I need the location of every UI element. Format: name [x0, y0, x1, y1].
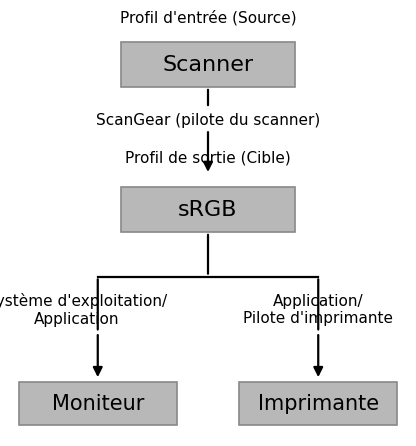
FancyBboxPatch shape	[121, 42, 295, 87]
Text: sRGB: sRGB	[178, 200, 238, 219]
FancyBboxPatch shape	[121, 187, 295, 232]
Text: Système d'exploitation/
Application: Système d'exploitation/ Application	[0, 293, 168, 326]
FancyBboxPatch shape	[239, 382, 397, 425]
FancyBboxPatch shape	[19, 382, 177, 425]
Text: Profil de sortie (Cible): Profil de sortie (Cible)	[125, 151, 291, 166]
Text: Profil d'entrée (Source): Profil d'entrée (Source)	[120, 10, 296, 25]
Text: Scanner: Scanner	[162, 55, 254, 74]
Text: Imprimante: Imprimante	[258, 394, 379, 413]
Text: ScanGear (pilote du scanner): ScanGear (pilote du scanner)	[96, 113, 320, 128]
Text: Application/
Pilote d'imprimante: Application/ Pilote d'imprimante	[243, 294, 393, 326]
Text: Moniteur: Moniteur	[52, 394, 144, 413]
